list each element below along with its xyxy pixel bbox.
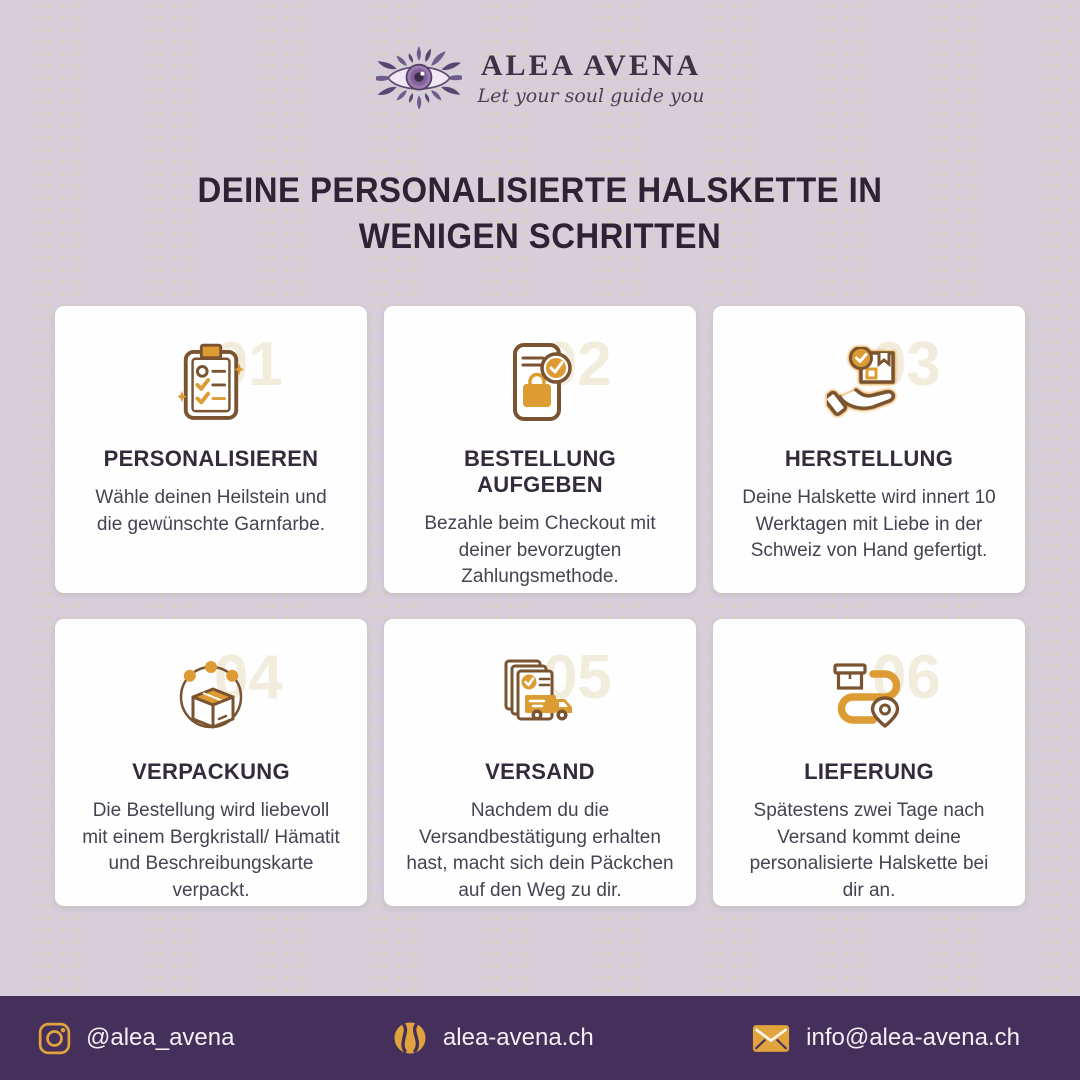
- phone-checkout-icon: [513, 343, 572, 421]
- step-description: Die Bestellung wird liebevoll mit einem …: [82, 800, 340, 901]
- step-title: LIEFERUNG: [804, 759, 934, 784]
- step-card-verpackung: 04 VERPACKUNG Die Bestellung wird liebev…: [55, 619, 367, 906]
- step-title: PERSONALISIEREN: [103, 446, 319, 471]
- footer-website[interactable]: alea-avena.ch: [392, 1020, 594, 1056]
- footer-instagram[interactable]: @alea_avena: [38, 1022, 234, 1055]
- email-address: info@alea-avena.ch: [806, 1024, 1020, 1051]
- footer-bar: @alea_avena alea-avena.ch info@alea-aven…: [0, 996, 1080, 1080]
- website-url: alea-avena.ch: [442, 1024, 594, 1051]
- instagram-handle: @alea_avena: [86, 1024, 235, 1051]
- step-description: Deine Halskette wird innert 10 Werktagen…: [742, 487, 996, 561]
- brand-tagline: Let your soul guide you: [477, 85, 705, 107]
- footer-email[interactable]: info@alea-avena.ch: [751, 1023, 1020, 1054]
- page-title-line-2: WENIGEN SCHRITTEN: [358, 217, 722, 256]
- eye-logo-icon: [375, 46, 462, 110]
- step-description: Nachdem du die Versandbestätigung erhalt…: [406, 800, 674, 901]
- page-title-line-1: DEINE PERSONALISIERTE HALSKETTE IN: [197, 171, 883, 210]
- delivery-route-pin-icon: [833, 663, 901, 728]
- step-description: Wähle deinen Heilstein und die gewünscht…: [95, 487, 327, 535]
- step-description: Spätestens zwei Tage nach Versand kommt …: [749, 800, 989, 901]
- step-card-herstellung: 03 HERSTELLUNG Deine Halskette wird inne…: [713, 306, 1025, 593]
- instagram-icon: [38, 1022, 71, 1054]
- step-title: HERSTELLUNG: [784, 446, 954, 471]
- step-title: BESTELLUNG AUFGEBEN: [463, 446, 617, 497]
- step-card-personalisieren: 01 PERSONALISIEREN Wähle deinen Heilstei…: [55, 306, 367, 593]
- step-card-bestellung: 02 BESTELLUNG AUFGEBEN Bezahle beim Chec…: [384, 306, 696, 593]
- step-title: VERPACKUNG: [132, 759, 290, 784]
- globe-icon: [394, 1022, 426, 1054]
- brand-name: ALEA AVENA: [480, 49, 702, 82]
- packaging-box-icon: [179, 661, 243, 729]
- hand-holding-box-icon: [827, 347, 895, 416]
- step-description: Bezahle beim Checkout mit deiner bevorzu…: [424, 513, 656, 587]
- brand-logo: ALEA AVENA Let your soul guide you: [0, 40, 1080, 116]
- shipping-documents-truck-icon: [504, 659, 572, 721]
- clipboard-checklist-icon: [178, 343, 244, 420]
- steps-grid: 01 PERSONALISIEREN Wähle deinen Heilstei…: [55, 306, 1025, 906]
- mail-icon: [753, 1024, 790, 1052]
- page-title: DEINE PERSONALISIERTE HALSKETTE IN WENIG…: [32, 168, 1047, 260]
- step-card-versand: 05 VERSAND Nachdem du die Versandbestäti…: [384, 619, 696, 906]
- step-title: VERSAND: [485, 759, 595, 784]
- step-card-lieferung: 06 LIEFERUNG Spätestens zwei Tage nach V…: [713, 619, 1025, 906]
